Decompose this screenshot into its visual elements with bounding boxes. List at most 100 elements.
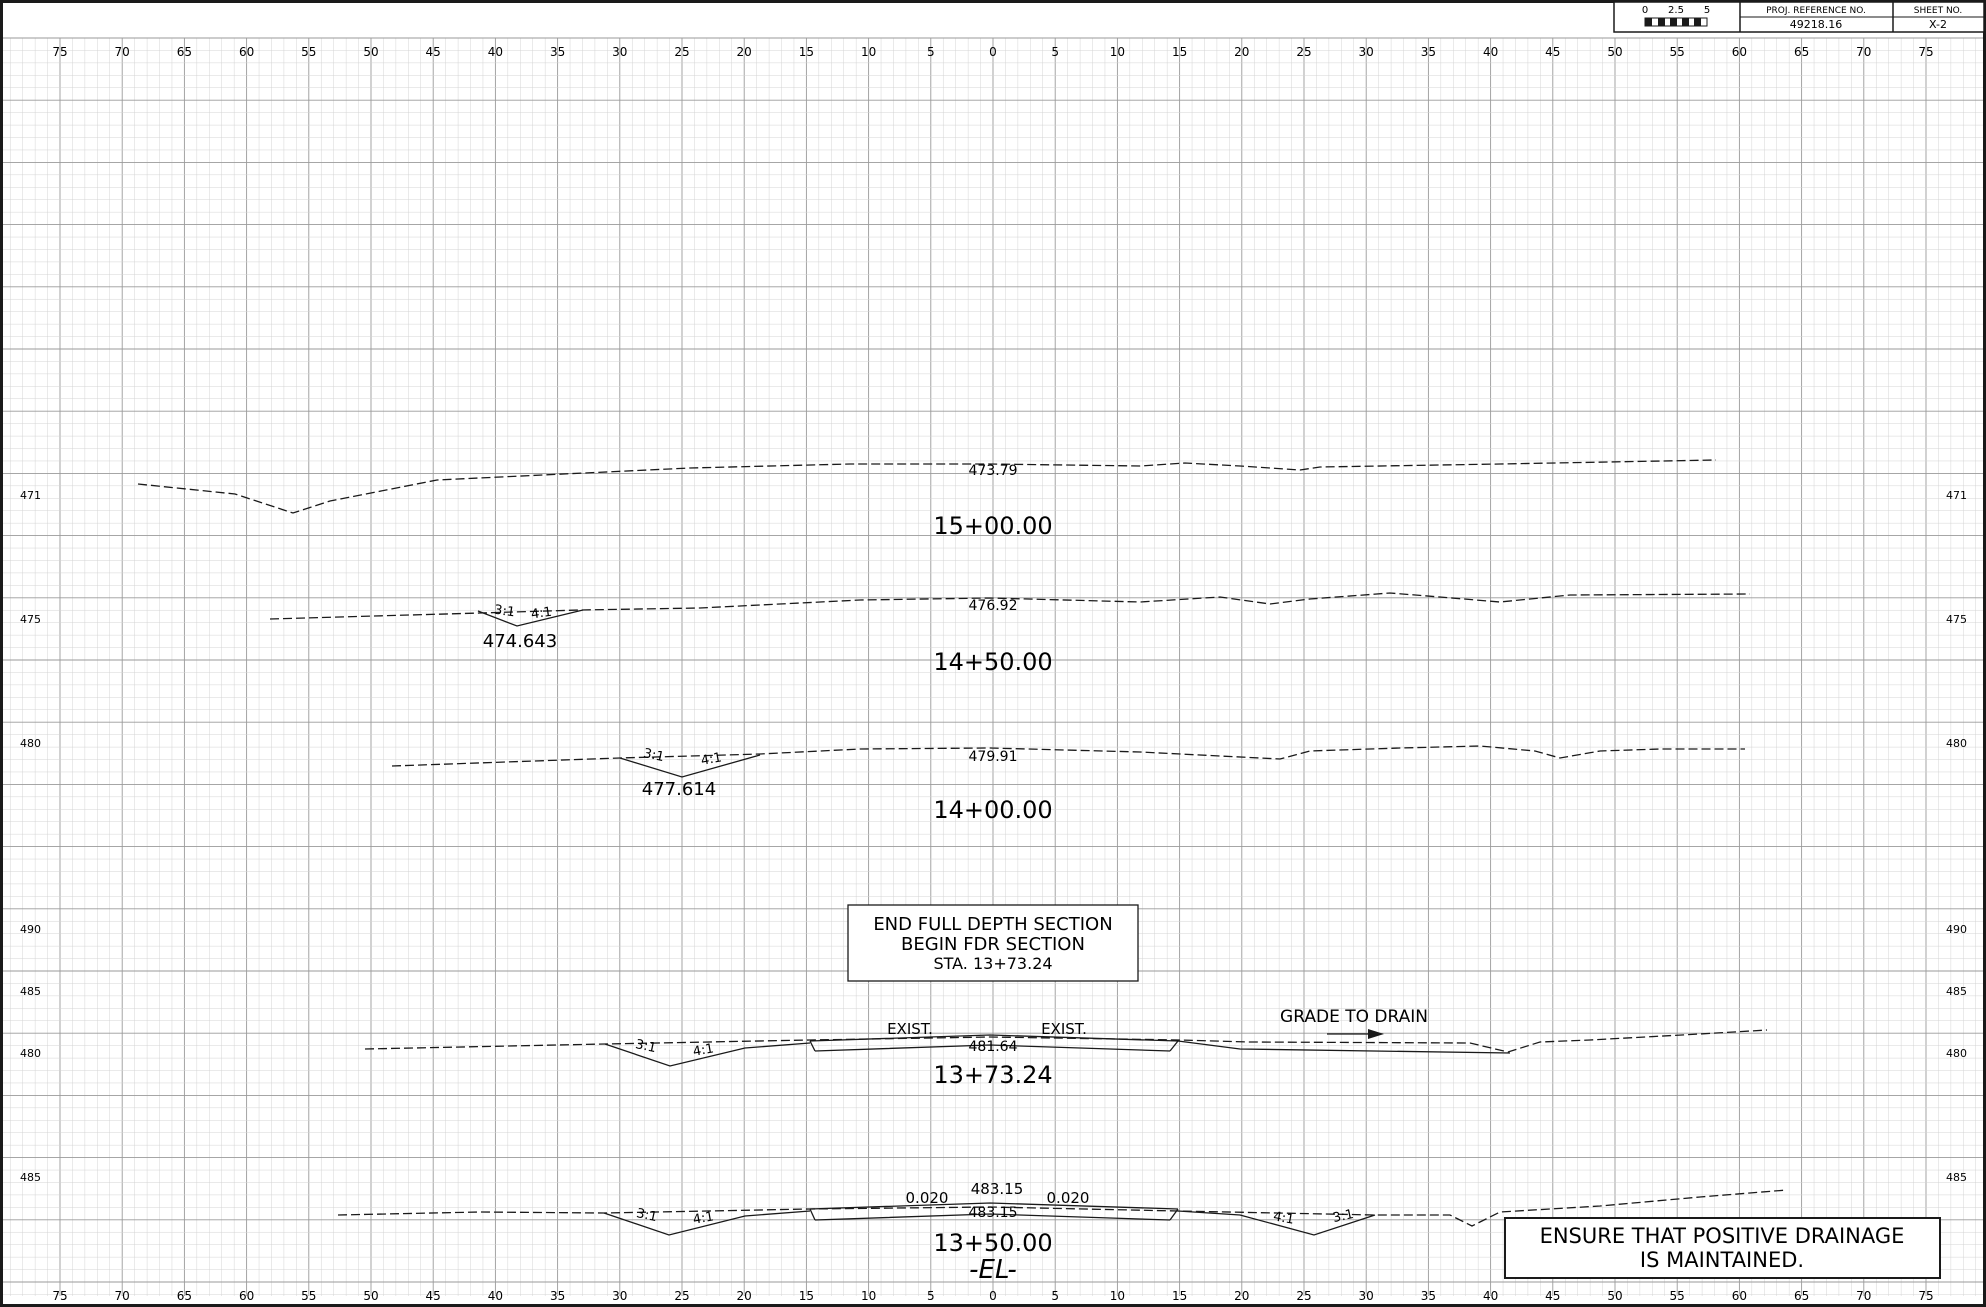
drainage-note-frame — [1504, 1217, 1941, 1279]
offset-tick-bottom-24: 45 — [1545, 1289, 1560, 1303]
center-elevation: 473.79 — [969, 463, 1018, 479]
offset-tick-bottom-14: 5 — [927, 1289, 935, 1303]
elev-label-right-475: 475 — [1946, 613, 1967, 626]
offset-tick-top-6: 45 — [426, 45, 441, 59]
station-label: 15+00.00 — [933, 512, 1052, 540]
offset-tick-top-1: 70 — [115, 45, 130, 59]
exist-label-right: EXIST. — [1041, 1020, 1087, 1038]
transition-note: END FULL DEPTH SECTION BEGIN FDR SECTION… — [847, 904, 1139, 982]
existing-ground-line — [137, 459, 1717, 514]
slope-label-left-1: 3:1 — [642, 746, 666, 765]
grade-to-drain-note: GRADE TO DRAIN — [1280, 1007, 1428, 1027]
offset-tick-top-10: 25 — [674, 45, 689, 59]
proposed-ditch — [619, 754, 761, 778]
offset-tick-top-14: 5 — [927, 45, 935, 59]
elev-label-left-485a: 485 — [20, 985, 41, 998]
proposed-shoulder-right — [1177, 1040, 1511, 1054]
offset-tick-bottom-17: 10 — [1110, 1289, 1125, 1303]
grid-paper — [0, 37, 1986, 1296]
offset-tick-bottom-7: 40 — [488, 1289, 503, 1303]
offset-tick-top-7: 40 — [488, 45, 503, 59]
scale-label-0: 0 — [1642, 5, 1648, 16]
station-label: 13+73.24 — [933, 1061, 1052, 1089]
offset-tick-bottom-13: 10 — [861, 1289, 876, 1303]
sheet-no-label: SHEET NO. — [1914, 6, 1963, 16]
offset-tick-top-27: 60 — [1732, 45, 1747, 59]
offset-tick-top-28: 65 — [1794, 45, 1809, 59]
offset-tick-top-9: 30 — [612, 45, 627, 59]
ditch-elevation: 477.614 — [642, 779, 716, 800]
offset-tick-top-29: 70 — [1856, 45, 1871, 59]
proposed-ditch-right — [1177, 1210, 1376, 1236]
sheet-no-value: X-2 — [1929, 18, 1947, 31]
offset-tick-top-18: 15 — [1172, 45, 1187, 59]
offset-tick-top-3: 60 — [239, 45, 254, 59]
offset-tick-bottom-29: 70 — [1856, 1289, 1871, 1303]
offset-tick-bottom-25: 50 — [1607, 1289, 1622, 1303]
offset-tick-bottom-9: 30 — [612, 1289, 627, 1303]
center-elevation: 481.64 — [969, 1039, 1018, 1055]
elev-label-right-490: 490 — [1946, 923, 1967, 936]
center-elevation: 479.91 — [969, 749, 1018, 765]
slope-label-right-2: 3:1 — [1331, 1207, 1355, 1226]
section-14-00: 3:1 4:1 477.614 479.91 14+00.00 — [391, 745, 1745, 824]
offset-tick-bottom-4: 55 — [301, 1289, 316, 1303]
drainage-note: ENSURE THAT POSITIVE DRAINAGE IS MAINTAI… — [1504, 1217, 1941, 1279]
offset-tick-bottom-12: 15 — [799, 1289, 814, 1303]
offset-tick-top-30: 75 — [1918, 45, 1933, 59]
station-label: 14+00.00 — [933, 796, 1052, 824]
offset-tick-top-16: 5 — [1051, 45, 1059, 59]
offset-tick-bottom-30: 75 — [1918, 1289, 1933, 1303]
offset-tick-bottom-22: 35 — [1421, 1289, 1436, 1303]
offset-tick-bottom-1: 70 — [115, 1289, 130, 1303]
transition-note-line-1: END FULL DEPTH SECTION — [873, 914, 1112, 935]
offset-tick-bottom-6: 45 — [426, 1289, 441, 1303]
offset-tick-top-12: 15 — [799, 45, 814, 59]
scale-label-mid: 2.5 — [1668, 5, 1684, 16]
offset-tick-top-19: 20 — [1234, 45, 1249, 59]
proposed-pavement-bottom — [814, 1044, 1171, 1052]
transition-note-line-3: STA. 13+73.24 — [933, 954, 1052, 973]
scale-label-max: 5 — [1704, 5, 1710, 16]
slope-label-left-1: 3:1 — [635, 1206, 659, 1225]
elev-label-left-485b: 485 — [20, 1171, 41, 1184]
offset-tick-top-21: 30 — [1359, 45, 1374, 59]
slope-label-left-2: 4:1 — [692, 1041, 715, 1059]
elev-label-right-480: 480 — [1946, 737, 1967, 750]
proposed-ditch — [477, 609, 584, 627]
exist-label-left: EXIST. — [887, 1020, 933, 1038]
proposed-ditch-left — [603, 1210, 811, 1236]
existing-ground-line — [269, 592, 1751, 620]
offset-tick-bottom-18: 15 — [1172, 1289, 1187, 1303]
elev-label-right-485a: 485 — [1946, 985, 1967, 998]
center-elevation: 476.92 — [969, 598, 1018, 614]
elev-label-right-480b: 480 — [1946, 1047, 1967, 1060]
slope-label-left-1: 3:1 — [493, 603, 516, 621]
offset-tick-top-20: 25 — [1296, 45, 1311, 59]
offset-tick-bottom-19: 20 — [1234, 1289, 1249, 1303]
station-label: 13+50.00 — [933, 1229, 1052, 1257]
offset-tick-top-2: 65 — [177, 45, 192, 59]
existing-ground-line — [364, 1029, 1768, 1053]
transition-note-line-2: BEGIN FDR SECTION — [901, 934, 1085, 955]
offset-tick-bottom-3: 60 — [239, 1289, 254, 1303]
title-block: 0 2.5 5 PROJ. REFERENCE NO. 49218.16 SHE… — [1613, 1, 1985, 33]
offset-tick-bottom-2: 65 — [177, 1289, 192, 1303]
offset-tick-bottom-15: 0 — [989, 1289, 997, 1303]
offset-tick-bottom-26: 55 — [1670, 1289, 1685, 1303]
baseline-label: -EL- — [969, 1255, 1017, 1285]
station-label: 14+50.00 — [933, 648, 1052, 676]
existing-ground-line — [391, 745, 1745, 767]
offset-tick-top-17: 10 — [1110, 45, 1125, 59]
section-15-00: 473.79 15+00.00 — [137, 459, 1717, 540]
elev-label-right-485b: 485 — [1946, 1171, 1967, 1184]
offset-tick-bottom-27: 60 — [1732, 1289, 1747, 1303]
offset-tick-top-8: 35 — [550, 45, 565, 59]
offset-tick-bottom-10: 25 — [674, 1289, 689, 1303]
proposed-pavement-top — [809, 1034, 1179, 1042]
elev-label-right-471: 471 — [1946, 489, 1967, 502]
section-13-73: 3:1 4:1 EXIST. EXIST. 481.64 13+73.24 GR… — [364, 1007, 1768, 1089]
proposed-pavement-bottom — [814, 1213, 1171, 1221]
